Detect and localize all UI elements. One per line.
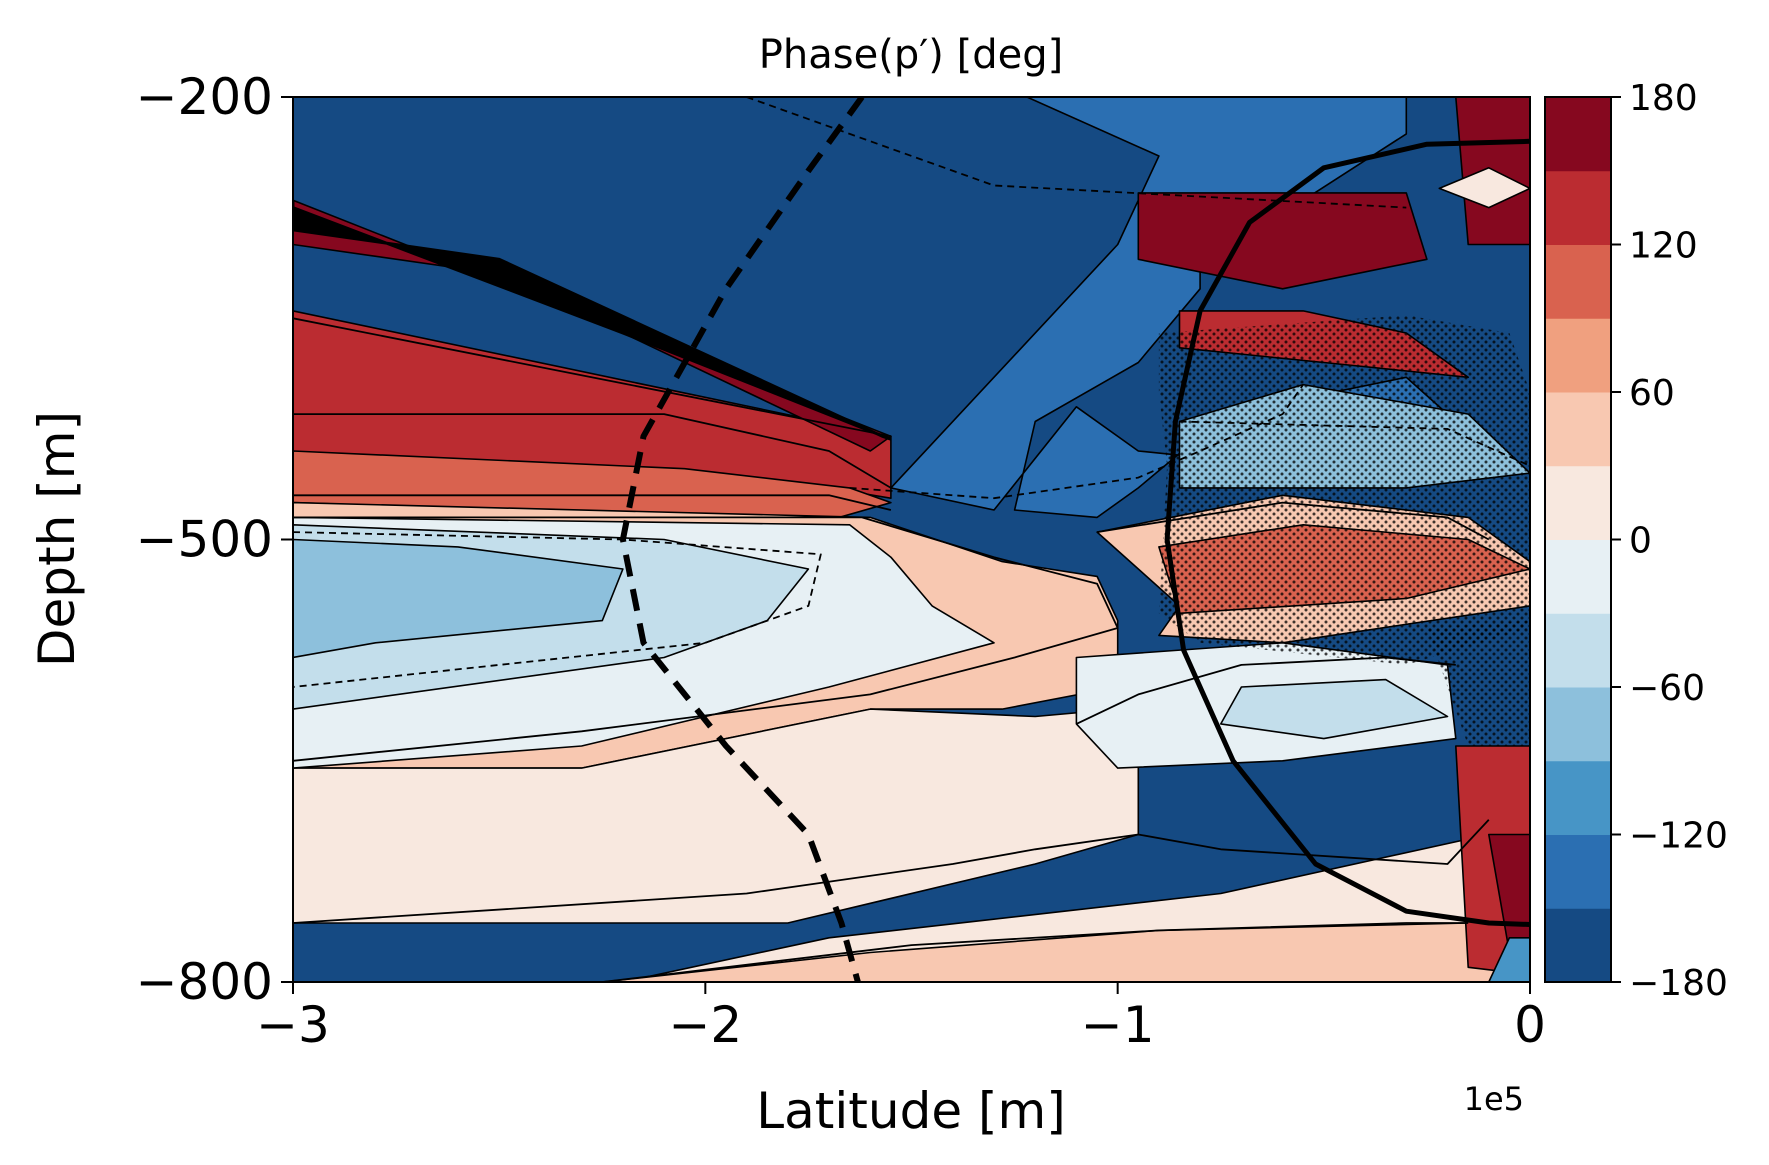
colorbar-band — [1545, 687, 1611, 762]
colorbar: −180 −120 −60 0 60 120 180 — [1545, 78, 1728, 1004]
contour-region — [1137, 192, 1428, 290]
contour-region — [293, 538, 624, 659]
y-axis-label: Depth [m] — [28, 411, 86, 667]
colorbar-tick-label: −180 — [1629, 963, 1728, 1004]
plot-area — [293, 97, 1530, 982]
colorbar-band — [1545, 465, 1611, 540]
colorbar-band — [1545, 908, 1611, 983]
contour-line — [293, 819, 1490, 924]
colorbar-tick-label: 180 — [1629, 78, 1698, 119]
contour-line — [293, 494, 892, 511]
colorbar-band — [1545, 834, 1611, 909]
colorbar-band — [1545, 760, 1611, 835]
thick-solid-curve — [1164, 138, 1530, 927]
contour-line — [293, 516, 1119, 762]
colorbar-band — [1545, 170, 1611, 245]
x-tick-label: 0 — [1514, 996, 1546, 1054]
colorbar-band — [1545, 244, 1611, 319]
y-axis: −200 −500 −800 — [136, 68, 293, 1011]
colorbar-tick-label: −60 — [1629, 668, 1705, 709]
contour-line — [1179, 420, 1530, 467]
colorbar-tick-label: 120 — [1629, 226, 1698, 267]
contour-region — [1438, 167, 1530, 209]
contour-line — [293, 317, 892, 438]
x-offset-text: 1e5 — [1464, 1080, 1524, 1118]
x-tick-label: −1 — [1081, 996, 1155, 1054]
contour-region — [1488, 936, 1530, 982]
x-tick-label: −3 — [256, 996, 330, 1054]
colorbar-frame — [1544, 96, 1612, 983]
contour-line — [849, 384, 1304, 500]
contour-line — [602, 922, 1469, 982]
contour-region — [293, 450, 892, 522]
significance-stipple — [1158, 315, 1530, 665]
y-tick-label: −500 — [136, 511, 273, 569]
colorbar-band — [1545, 97, 1611, 172]
contour-region — [1220, 678, 1449, 740]
x-axis: −3 −2 −1 0 — [256, 982, 1546, 1054]
contour-line — [746, 97, 1407, 209]
y-tick-label: −200 — [136, 68, 273, 126]
x-axis-label: Latitude [m] — [756, 1082, 1065, 1140]
significance-stipple — [1426, 620, 1530, 746]
chart-title: Phase(p′) [deg] — [759, 32, 1063, 78]
colorbar-tick-label: −120 — [1629, 816, 1728, 857]
contour-cluster-band — [293, 200, 892, 441]
colorbar-band — [1545, 392, 1611, 467]
thick-dashed-curve — [619, 97, 865, 982]
y-tick-label: −800 — [136, 953, 273, 1011]
contour-line — [293, 413, 892, 489]
colorbar-band — [1545, 539, 1611, 614]
colorbar-band — [1545, 318, 1611, 393]
contour-line — [1096, 501, 1490, 541]
contour-line — [1076, 656, 1456, 725]
colorbar-tick-label: 60 — [1629, 373, 1675, 414]
x-tick-label: −2 — [668, 996, 742, 1054]
colorbar-tick-label: 0 — [1629, 521, 1652, 562]
contour-line — [293, 531, 822, 688]
colorbar-band — [1545, 613, 1611, 688]
